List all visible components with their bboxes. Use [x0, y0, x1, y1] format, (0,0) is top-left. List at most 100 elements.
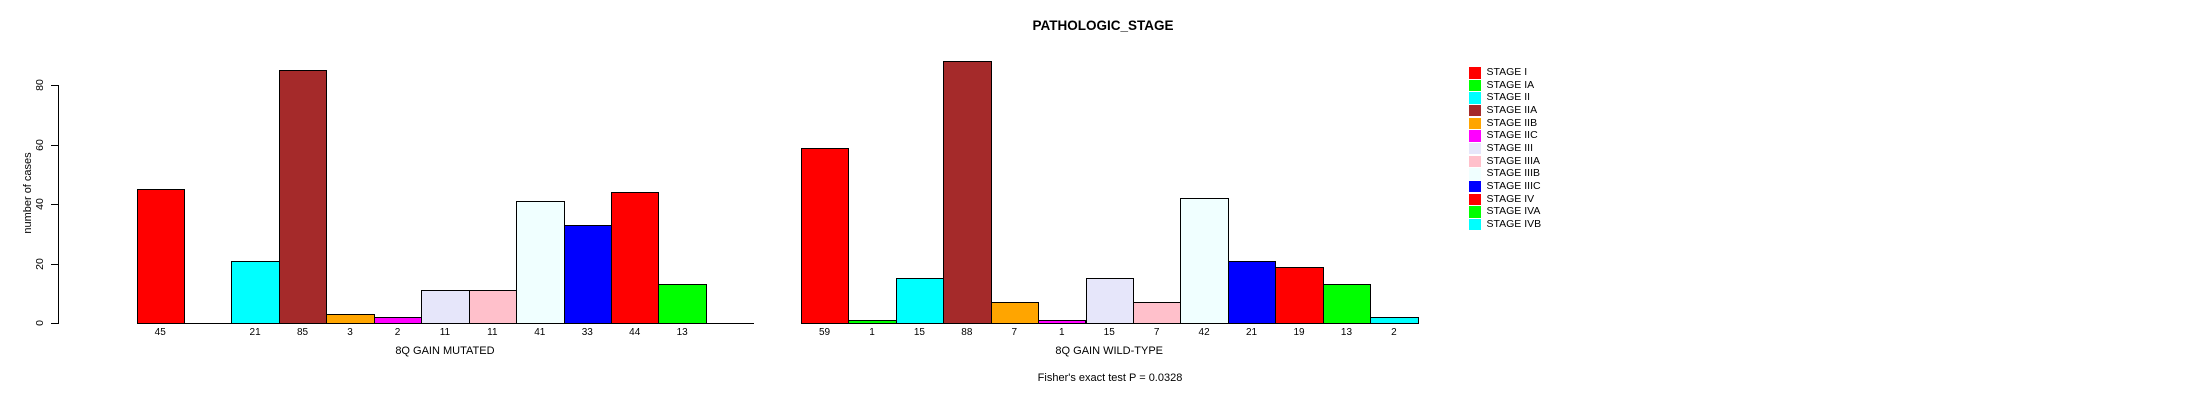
- legend-label: STAGE IIA: [1486, 103, 1538, 116]
- bar-value-label: 85: [297, 327, 309, 338]
- bar-stage-iic: [373, 317, 423, 324]
- bar-value-label: 2: [1391, 327, 1397, 338]
- legend-swatch: [1469, 180, 1481, 193]
- legend-label: STAGE IIB: [1486, 116, 1538, 129]
- legend-item: STAGE IIIC: [1469, 180, 1541, 193]
- y-axis-tick-label: 0: [34, 320, 46, 326]
- y-axis-tick: [51, 85, 58, 87]
- bar-value-label: 3: [347, 327, 353, 338]
- bar-stage-ii: [895, 278, 945, 324]
- legend-label: STAGE IV: [1486, 192, 1535, 205]
- legend-label: STAGE IIIB: [1486, 167, 1540, 180]
- bar-stage-iii: [1085, 278, 1134, 324]
- bar-value-label: 15: [913, 327, 925, 338]
- legend-label: STAGE IA: [1486, 78, 1535, 91]
- bar-value-label: 59: [818, 327, 831, 338]
- y-axis-tick: [51, 323, 58, 324]
- legend-swatch: [1469, 130, 1481, 142]
- legend-label: STAGE IVA: [1486, 205, 1541, 218]
- bar-value-label: 19: [1293, 327, 1305, 338]
- bar-value-label: 13: [1340, 327, 1353, 338]
- legend-swatch: [1469, 193, 1481, 205]
- legend-label: STAGE I: [1486, 66, 1528, 78]
- bar-stage-iiic: [1227, 260, 1277, 324]
- legend-item: STAGE IIC: [1469, 130, 1538, 142]
- bar-stage-iiib: [516, 201, 565, 324]
- legend-swatch: [1469, 104, 1481, 117]
- x-axis-group-label: 8Q GAIN MUTATED: [395, 345, 495, 357]
- legend-label: STAGE II: [1486, 91, 1531, 104]
- bar-stage-iva: [658, 284, 707, 324]
- y-axis-line: [57, 85, 59, 324]
- bar-stage-iiia: [468, 290, 518, 324]
- bar-stage-ia: [848, 320, 897, 324]
- bar-value-label: 7: [1153, 327, 1160, 338]
- bar-value-label: 1: [1058, 327, 1065, 338]
- fisher-test-annotation: Fisher's exact test P = 0.0328: [1037, 372, 1183, 384]
- legend-item: STAGE IIB: [1469, 116, 1538, 130]
- bar-value-label: 88: [961, 327, 973, 338]
- bar-value-label: 2: [394, 327, 401, 338]
- bar-stage-iib: [326, 314, 375, 324]
- y-axis-tick: [51, 144, 58, 146]
- bar-stage-ii: [231, 260, 280, 324]
- bar-stage-iia: [943, 61, 992, 324]
- bar-value-label: 11: [487, 327, 498, 338]
- legend-swatch: [1469, 67, 1481, 79]
- bar-value-label: 21: [249, 327, 261, 338]
- bar-value-label: 15: [1103, 327, 1115, 338]
- bar-stage-iiia: [1132, 302, 1182, 324]
- bar-value-label: 42: [1198, 327, 1210, 338]
- bar-value-label: 45: [154, 327, 166, 338]
- bar-stage-iia: [278, 70, 328, 324]
- bar-stage-iva: [1322, 284, 1372, 324]
- bar-stage-ivb: [1370, 317, 1419, 324]
- legend-swatch: [1469, 206, 1481, 218]
- legend-swatch: [1469, 92, 1481, 104]
- y-axis-tick-label: 80: [34, 79, 46, 92]
- bar-value-label: 11: [439, 327, 451, 338]
- bar-value-label: 21: [1246, 327, 1258, 338]
- bar-value-label: 44: [629, 327, 641, 338]
- chart-title: PATHOLOGIC_STAGE: [1032, 18, 1174, 33]
- bar-stage-iib: [990, 302, 1040, 324]
- bar-stage-i: [136, 189, 185, 324]
- bar-stage-iii: [421, 290, 470, 324]
- legend-swatch: [1469, 168, 1481, 180]
- legend-item: STAGE III: [1469, 141, 1533, 155]
- y-axis-tick-label: 40: [34, 198, 46, 210]
- legend-item: STAGE IA: [1469, 78, 1535, 92]
- legend-label: STAGE IVB: [1486, 217, 1542, 230]
- bar-value-label: 1: [869, 327, 875, 338]
- legend-item: STAGE IV: [1469, 192, 1535, 205]
- y-axis-tick: [51, 204, 58, 206]
- bar-value-label: 33: [581, 327, 593, 338]
- legend-swatch: [1469, 218, 1481, 231]
- y-axis-tick: [51, 263, 58, 265]
- legend-swatch: [1469, 155, 1481, 168]
- legend-swatch: [1469, 79, 1481, 92]
- x-axis-group-label: 8Q GAIN WILD-TYPE: [1055, 345, 1163, 357]
- bar-stage-iiib: [1180, 198, 1229, 324]
- legend-label: STAGE III: [1486, 141, 1533, 154]
- bar-stage-iv: [611, 192, 660, 324]
- legend-item: STAGE I: [1469, 66, 1528, 79]
- legend-item: STAGE IIIB: [1469, 168, 1540, 180]
- legend-item: STAGE IVB: [1469, 217, 1542, 231]
- legend-item: STAGE II: [1469, 92, 1530, 104]
- bar-stage-i: [800, 147, 850, 324]
- bar-stage-iv: [1275, 266, 1324, 324]
- bar-stage-iic: [1038, 320, 1087, 324]
- legend-label: STAGE IIC: [1486, 129, 1538, 142]
- legend-swatch: [1469, 142, 1481, 155]
- legend-label: STAGE IIIA: [1486, 154, 1540, 167]
- legend: STAGE I STAGE IA STAGE II STAGE IIA STAGE II…: [1469, 66, 1629, 235]
- bar-stage-iiic: [563, 224, 612, 324]
- bar-value-label: 41: [534, 327, 546, 338]
- legend-item: STAGE IVA: [1469, 206, 1540, 218]
- bar-value-label: 7: [1011, 327, 1018, 338]
- legend-item: STAGE IIA: [1469, 103, 1538, 117]
- legend-swatch: [1469, 117, 1481, 130]
- legend-item: STAGE IIIA: [1469, 154, 1540, 168]
